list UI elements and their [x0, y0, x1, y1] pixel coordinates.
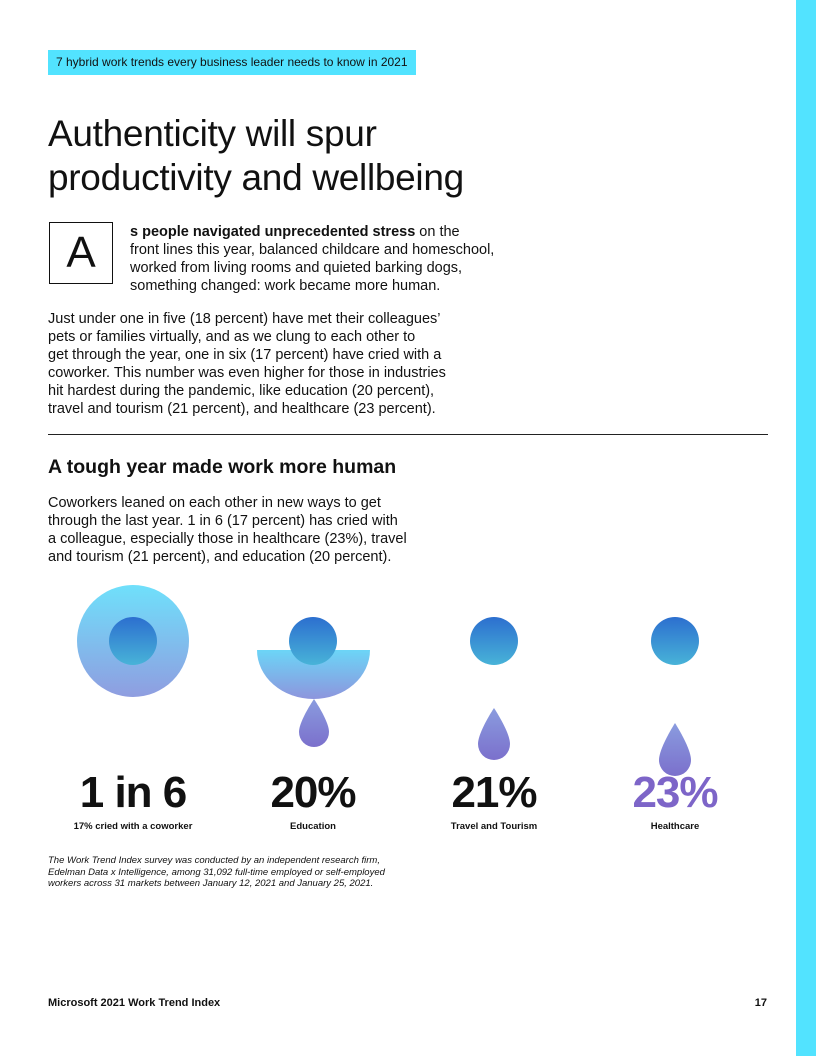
title-line-1: Authenticity will spur — [48, 113, 377, 154]
stat-value: 1 in 6 — [79, 768, 188, 817]
stat-value: 23% — [632, 768, 718, 817]
stat-label: 17% cried with a coworker — [73, 821, 193, 832]
intro-line-2: front lines this year, balanced childcar… — [130, 242, 495, 258]
head-circle — [109, 617, 157, 665]
para-line: get through the year, one in six (17 per… — [48, 347, 442, 363]
survey-note: The Work Trend Index survey was conducte… — [48, 855, 438, 890]
section-body: Coworkers leaned on each other in new wa… — [48, 494, 438, 566]
para-line: travel and tourism (21 percent), and hea… — [48, 401, 436, 417]
stat-label: Healthcare — [650, 821, 700, 832]
para-line: pets or families virtually, and as we cl… — [48, 329, 416, 345]
stat-value: 21% — [451, 768, 537, 817]
note-line: workers across 31 markets between Januar… — [48, 878, 374, 889]
page-number: 17 — [754, 997, 767, 1009]
stat-label: Education — [290, 821, 336, 832]
healthcare-illustration — [651, 617, 699, 776]
education-illustration — [257, 617, 370, 747]
para-line: Just under one in five (18 percent) have… — [48, 311, 441, 327]
page-title: Authenticity will spur productivity and … — [48, 112, 608, 200]
infographic-illustrations — [77, 585, 699, 776]
tear-drop-icon — [659, 723, 691, 776]
head-circle — [289, 617, 337, 665]
section-divider — [48, 434, 768, 435]
side-accent-bar — [796, 0, 816, 1056]
para-line: coworker. This number was even higher fo… — [48, 365, 446, 381]
section-line: and tourism (21 percent), and education … — [48, 549, 392, 565]
bowl-shape — [257, 650, 370, 699]
intro-line-3: worked from living rooms and quieted bar… — [130, 260, 463, 276]
tear-drop-icon — [478, 708, 510, 760]
section-line: through the last year. 1 in 6 (17 percen… — [48, 513, 398, 529]
section-line: Coworkers leaned on each other in new wa… — [48, 495, 381, 511]
note-line: Edelman Data x Intelligence, among 31,09… — [48, 866, 385, 878]
footer-publication: Microsoft 2021 Work Trend Index — [48, 997, 221, 1009]
head-circle — [651, 617, 699, 665]
intro-line-1-rest: on the — [415, 224, 460, 240]
body-paragraph: Just under one in five (18 percent) have… — [48, 310, 493, 418]
intro-line-4: something changed: work became more huma… — [130, 278, 441, 294]
intro-bold-lead: s people navigated unprecedented stress — [130, 224, 416, 240]
section-title: A tough year made work more human — [48, 456, 397, 478]
stat-label: Travel and Tourism — [450, 821, 538, 832]
intro-paragraph: s people navigated unprecedented stress … — [130, 223, 525, 295]
title-line-2: productivity and wellbeing — [48, 157, 464, 198]
coworker-illustration — [77, 585, 189, 697]
stat-value: 20% — [270, 768, 356, 817]
report-tag: 7 hybrid work trends every business lead… — [48, 50, 416, 75]
drop-cap: A — [49, 222, 113, 284]
travel-illustration — [470, 617, 518, 760]
head-circle — [470, 617, 518, 665]
section-line: a colleague, especially those in healthc… — [48, 531, 407, 547]
note-line: The Work Trend Index survey was conducte… — [48, 855, 380, 866]
para-line: hit hardest during the pandemic, like ed… — [48, 383, 435, 399]
tear-drop-icon — [299, 699, 329, 747]
